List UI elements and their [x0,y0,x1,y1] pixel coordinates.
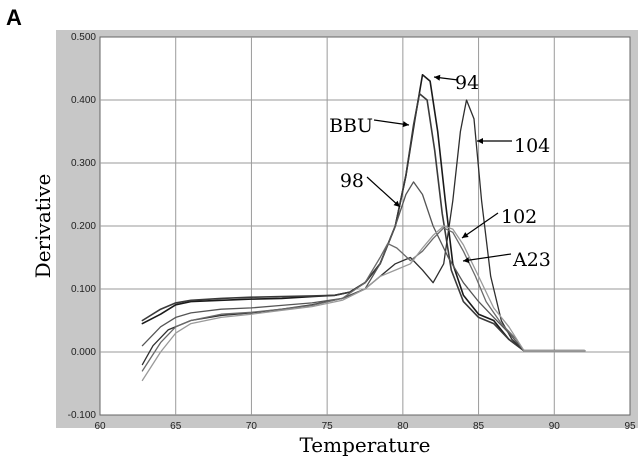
series-label-a23: A23 [512,249,551,271]
y-axis-title: Derivative [31,174,55,279]
series-label-102: 102 [501,206,537,228]
x-tick-label: 90 [549,421,561,432]
x-tick-label: 75 [322,421,334,432]
callouts: 94 BBU 104 98 102 A23 [329,72,551,271]
x-tick-label: 70 [246,421,258,432]
x-tick-label: 60 [94,421,106,432]
y-tick-label: 0.400 [71,95,96,106]
series-label-98: 98 [340,170,364,192]
callout-arrow-98 [393,200,400,207]
y-tick-label: 0.200 [71,221,96,232]
series-lines [141,74,586,382]
y-tick-label: 0.500 [71,32,96,43]
callout-leader-98 [366,176,401,208]
y-tick-label: 0.000 [71,347,96,358]
x-tick-label: 65 [170,421,182,432]
series-label-bbu: BBU [329,115,373,137]
x-tick-label: 85 [473,421,485,432]
callout-leader-102 [461,212,499,239]
callout-arrow-104 [477,138,483,144]
callout-arrow-bbu [402,121,409,128]
x-tick-label: 95 [624,421,636,432]
tick-labels: 60 65 70 75 80 85 90 95 -0.100 0.000 0.100 0.200 0.3… [68,32,636,432]
grid [100,37,630,415]
series-line-104 [141,99,586,366]
panel-label: A [6,5,22,30]
series-line-102 [141,227,586,372]
series-line-a23 [141,225,586,382]
x-tick-label: 80 [397,421,409,432]
series-line-98 [141,181,586,352]
x-axis-title: Temperature [299,433,430,457]
series-label-94: 94 [455,72,479,94]
callout-leader-a23 [462,253,512,262]
series-label-104: 104 [514,135,550,157]
series-line-bbu [141,92,586,352]
callout-arrow-94 [434,74,441,81]
y-tick-label: 0.100 [71,284,96,295]
y-tick-label: 0.300 [71,158,96,169]
y-tick-label: -0.100 [68,410,97,421]
callout-arrow-102 [462,232,469,238]
callout-arrow-a23 [463,257,470,264]
